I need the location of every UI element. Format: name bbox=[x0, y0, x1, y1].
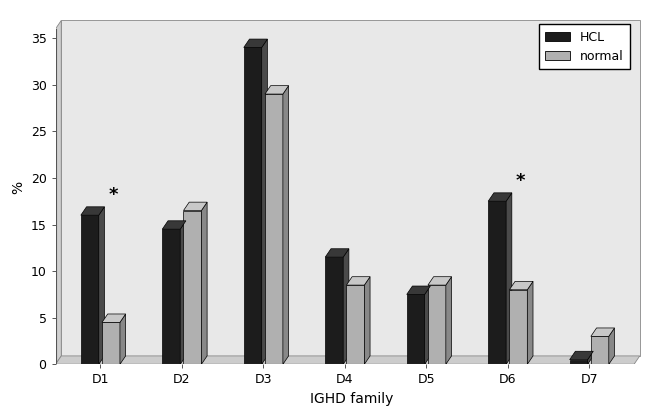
Polygon shape bbox=[244, 48, 262, 364]
Polygon shape bbox=[202, 202, 207, 364]
Polygon shape bbox=[326, 257, 343, 364]
Polygon shape bbox=[347, 277, 370, 285]
Polygon shape bbox=[488, 193, 512, 201]
Polygon shape bbox=[183, 211, 202, 364]
Text: *: * bbox=[109, 186, 118, 204]
Polygon shape bbox=[347, 285, 364, 364]
Polygon shape bbox=[591, 337, 609, 364]
Polygon shape bbox=[183, 202, 207, 211]
Polygon shape bbox=[509, 281, 533, 290]
Polygon shape bbox=[569, 351, 593, 359]
X-axis label: IGHD family: IGHD family bbox=[310, 392, 393, 406]
Polygon shape bbox=[588, 351, 593, 364]
Polygon shape bbox=[262, 39, 268, 364]
Polygon shape bbox=[428, 285, 446, 364]
Polygon shape bbox=[407, 294, 424, 364]
Polygon shape bbox=[488, 201, 506, 364]
Polygon shape bbox=[162, 221, 186, 229]
Polygon shape bbox=[55, 356, 640, 364]
Polygon shape bbox=[446, 277, 451, 364]
Polygon shape bbox=[180, 221, 186, 364]
Text: *: * bbox=[516, 172, 525, 190]
Polygon shape bbox=[364, 277, 370, 364]
Polygon shape bbox=[55, 20, 61, 364]
Polygon shape bbox=[283, 85, 289, 364]
Polygon shape bbox=[424, 286, 430, 364]
Polygon shape bbox=[99, 207, 105, 364]
Polygon shape bbox=[244, 39, 268, 48]
Polygon shape bbox=[81, 215, 99, 364]
Polygon shape bbox=[102, 322, 120, 364]
Polygon shape bbox=[61, 20, 640, 356]
Y-axis label: %: % bbox=[11, 181, 25, 194]
Polygon shape bbox=[569, 359, 588, 364]
Polygon shape bbox=[326, 249, 349, 257]
Polygon shape bbox=[609, 328, 614, 364]
Polygon shape bbox=[428, 277, 451, 285]
Polygon shape bbox=[120, 314, 126, 364]
Legend: HCL, normal: HCL, normal bbox=[538, 25, 630, 69]
Polygon shape bbox=[343, 249, 349, 364]
Polygon shape bbox=[265, 94, 283, 364]
Polygon shape bbox=[407, 286, 430, 294]
Polygon shape bbox=[81, 207, 105, 215]
Polygon shape bbox=[509, 290, 527, 364]
Polygon shape bbox=[162, 229, 180, 364]
Polygon shape bbox=[591, 328, 614, 337]
Polygon shape bbox=[102, 314, 126, 322]
Polygon shape bbox=[265, 85, 289, 94]
Polygon shape bbox=[527, 281, 533, 364]
Polygon shape bbox=[506, 193, 512, 364]
